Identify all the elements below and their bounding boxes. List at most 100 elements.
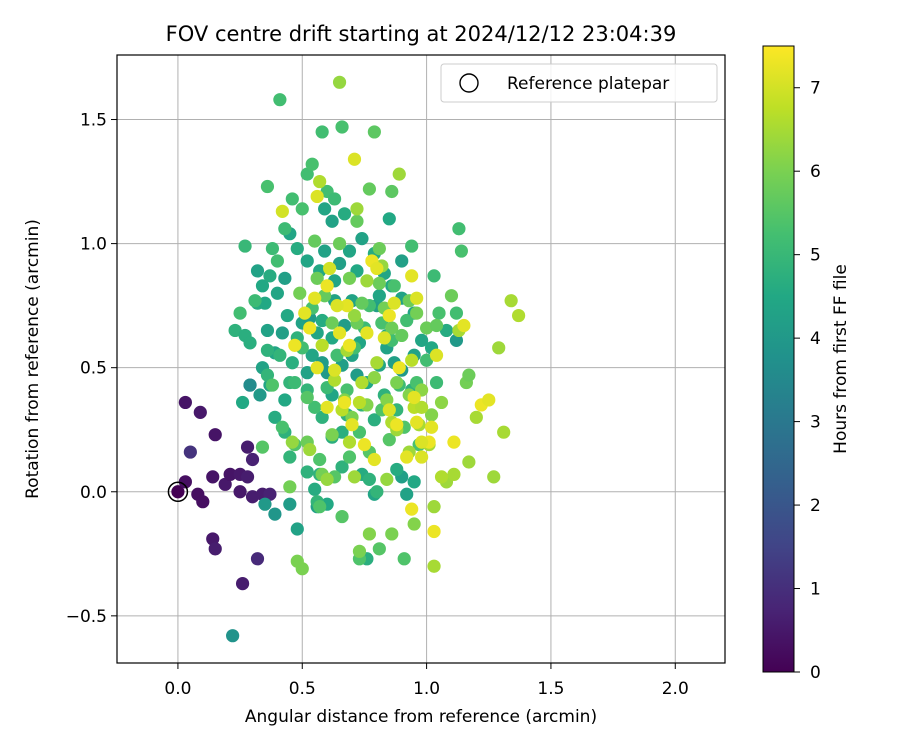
scatter-point: [350, 214, 364, 228]
y-tick-label: −0.5: [66, 607, 107, 627]
scatter-point: [360, 326, 374, 340]
scatter-point: [313, 500, 327, 514]
scatter-point: [427, 500, 441, 514]
scatter-point: [405, 353, 419, 367]
reference-marker: [167, 481, 189, 503]
scatter-point: [285, 435, 299, 449]
scatter-point: [308, 400, 322, 414]
chart-title: FOV centre drift starting at 2024/12/12 …: [166, 22, 677, 46]
scatter-point: [196, 495, 210, 509]
scatter-point: [305, 157, 319, 171]
scatter-point: [469, 410, 483, 424]
x-axis-label: Angular distance from reference (arcmin): [245, 707, 597, 727]
scatter-point: [355, 375, 369, 390]
scatter-point: [243, 378, 257, 392]
scatter-point: [380, 393, 394, 407]
scatter-point: [434, 395, 449, 410]
scatter-point: [407, 517, 421, 531]
scatter-point: [462, 368, 476, 382]
scatter-point: [332, 326, 347, 340]
y-tick-label: 0.5: [80, 359, 107, 379]
scatter-point: [387, 296, 401, 310]
scatter-point: [295, 202, 309, 216]
scatter-point: [320, 279, 334, 293]
scatter-point: [405, 269, 419, 283]
scatter-point: [250, 264, 265, 278]
scatter-point: [235, 576, 250, 591]
scatter-point: [218, 477, 232, 491]
scatter-point: [275, 204, 289, 218]
scatter-point: [253, 388, 267, 402]
scatter-point: [308, 291, 322, 305]
scatter-point: [415, 450, 429, 464]
scatter-point: [193, 405, 207, 419]
legend-marker-reference: [459, 73, 479, 93]
scatter-point: [427, 524, 441, 539]
scatter-point: [268, 410, 282, 424]
colorbar: [762, 45, 795, 673]
scatter-point: [300, 167, 314, 181]
scatter-point: [385, 184, 399, 199]
scatter-point: [325, 316, 339, 330]
colorbar-label: Hours from first FF file: [831, 264, 851, 454]
scatter-point: [439, 323, 454, 338]
scatter-point: [313, 452, 327, 467]
scatter-point: [240, 470, 255, 484]
scatter-point: [235, 395, 250, 410]
scatter-point: [345, 418, 359, 432]
scatter-point: [415, 333, 429, 347]
scatter-point: [310, 189, 324, 204]
scatter-point: [318, 244, 332, 258]
scatter-point: [350, 202, 364, 216]
scatter-point: [372, 276, 386, 290]
scatter-point: [260, 323, 275, 338]
scatter-point: [208, 428, 222, 442]
scatter-point: [260, 179, 275, 194]
scatter-point: [330, 348, 344, 362]
scatter-point: [332, 75, 347, 89]
plot-frame: [116, 54, 726, 664]
scatter-point: [370, 261, 384, 276]
scatter-point: [255, 440, 270, 454]
scatter-point: [407, 475, 421, 489]
scatter-point: [342, 244, 357, 258]
scatter-point: [270, 254, 284, 268]
scatter-point: [434, 470, 449, 484]
scatter-point: [367, 371, 381, 385]
scatter-point: [228, 323, 242, 338]
scatter-point: [278, 393, 292, 407]
scatter-point: [278, 222, 292, 236]
colorbar-tick-label: 4: [810, 329, 821, 349]
scatter-point: [265, 378, 280, 392]
scatter-point: [400, 450, 414, 464]
scatter-point: [278, 271, 292, 285]
scatter-point: [395, 254, 409, 268]
scatter-point: [427, 269, 441, 283]
scatter-point: [290, 241, 304, 256]
x-tick-label: 0.0: [164, 679, 191, 699]
scatter-point: [497, 425, 511, 439]
scatter-point: [273, 93, 287, 107]
x-axis-ticks: 0.0 0.5 1.0 1.5 2.0: [164, 663, 689, 699]
scatter-point: [323, 261, 337, 276]
scatter-point: [308, 234, 322, 248]
scatter-point: [305, 348, 319, 362]
scatter-point: [327, 363, 342, 377]
scatter-point: [392, 361, 406, 375]
legend-box: [440, 63, 718, 103]
y-tick-label: 0.0: [80, 483, 107, 503]
scatter-point: [392, 167, 406, 181]
y-tick-label: 1.5: [80, 111, 107, 131]
scatter-point: [283, 480, 297, 494]
scatter-point: [318, 202, 332, 216]
scatter-point: [347, 470, 362, 484]
scatter-point: [250, 552, 265, 566]
scatter-point: [335, 120, 349, 134]
scatter-point: [424, 420, 439, 434]
scatter-point: [449, 333, 464, 347]
scatter-point: [390, 462, 404, 477]
scatter-point: [382, 308, 396, 323]
scatter-point: [377, 331, 391, 345]
scatter-point: [300, 390, 314, 405]
